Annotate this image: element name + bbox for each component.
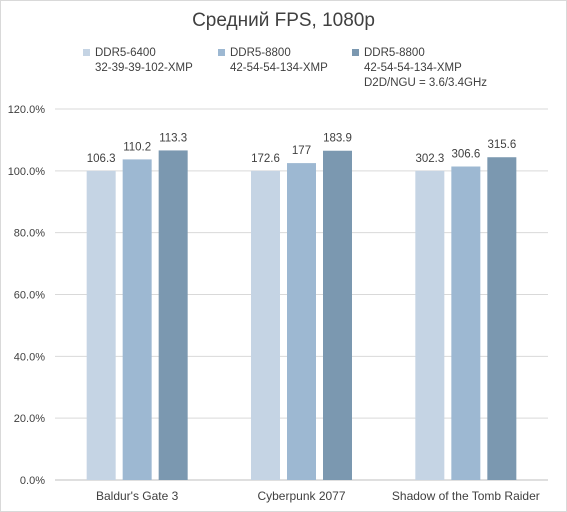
legend-label-line: D2D/NGU = 3.6/3.4GHz xyxy=(364,77,488,89)
data-label: 106.3 xyxy=(87,153,116,165)
bar xyxy=(86,170,116,481)
x-tick-label: Baldur's Gate 3 xyxy=(96,489,179,503)
data-label: 110.2 xyxy=(123,141,151,153)
data-label: 172.6 xyxy=(251,153,280,165)
bar xyxy=(487,157,517,481)
legend-label: DDR5-8800 42-54-54-134-XMP D2D/NGU = 3.6/3… xyxy=(364,46,487,91)
legend-label-line: 42-54-54-134-XMP xyxy=(230,62,328,74)
data-label: 302.3 xyxy=(415,153,444,165)
legend-label-line: 32-39-39-102-XMP xyxy=(95,62,193,74)
y-tick-label: 20.0% xyxy=(14,413,45,425)
data-label: 315.6 xyxy=(487,139,516,151)
data-label: 177 xyxy=(292,145,311,157)
legend-swatch xyxy=(218,49,225,56)
bar xyxy=(287,163,316,480)
bar xyxy=(415,170,445,481)
bar xyxy=(251,170,280,481)
y-tick-label: 0.0% xyxy=(20,475,45,487)
legend-label-line: DDR5-8800 xyxy=(230,47,291,59)
legend-label: DDR5-8800 42-54-54-134-XMP xyxy=(230,46,328,76)
bar xyxy=(158,150,188,480)
data-label: 306.6 xyxy=(451,149,480,161)
x-tick-label: Shadow of the Tomb Raider xyxy=(392,489,540,503)
legend-label-line: DDR5-8800 xyxy=(364,47,425,59)
data-label: 183.9 xyxy=(323,133,352,145)
y-tick-label: 100.0% xyxy=(8,166,46,178)
legend-label-line: DDR5-6400 xyxy=(95,47,156,59)
y-tick-label: 120.0% xyxy=(8,104,46,116)
legend-label: DDR5-6400 32-39-39-102-XMP xyxy=(95,46,193,76)
legend-label-line: 42-54-54-134-XMP xyxy=(364,62,462,74)
bar xyxy=(122,159,152,480)
x-tick-label: Cyberpunk 2077 xyxy=(257,489,345,503)
y-tick-label: 60.0% xyxy=(14,290,45,302)
y-tick-label: 40.0% xyxy=(14,351,45,363)
bar xyxy=(451,166,481,480)
y-tick-label: 80.0% xyxy=(14,228,45,240)
chart-title: Средний FPS, 1080p xyxy=(192,10,375,31)
data-label: 113.3 xyxy=(159,132,187,144)
legend-swatch xyxy=(352,49,359,56)
bar xyxy=(323,150,352,481)
legend-swatch xyxy=(83,49,90,56)
